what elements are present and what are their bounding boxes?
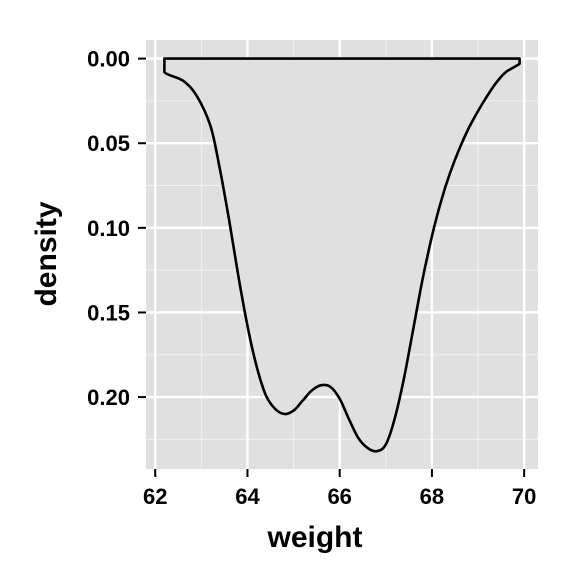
x-tick-label: 68 <box>420 484 444 509</box>
y-axis-tick-labels: 0.00 0.05 0.10 0.15 0.20 <box>87 47 130 410</box>
y-tick-label: 0.20 <box>87 385 130 410</box>
y-tick-label: 0.15 <box>87 300 130 325</box>
x-tick-label: 66 <box>327 484 351 509</box>
x-axis-ticks <box>154 469 526 477</box>
x-axis-title: weight <box>267 521 363 554</box>
y-axis-ticks <box>138 57 146 399</box>
x-tick-label: 70 <box>512 484 536 509</box>
x-axis-tick-labels: 62 64 66 68 70 <box>143 484 536 509</box>
y-axis-title: density <box>30 201 63 306</box>
y-tick-label: 0.10 <box>87 216 130 241</box>
x-tick-label: 62 <box>143 484 167 509</box>
y-tick-label: 0.05 <box>87 131 130 156</box>
density-area <box>164 58 520 452</box>
x-tick-label: 64 <box>235 484 260 509</box>
y-tick-label: 0.00 <box>87 47 130 72</box>
density-curve <box>163 57 521 453</box>
